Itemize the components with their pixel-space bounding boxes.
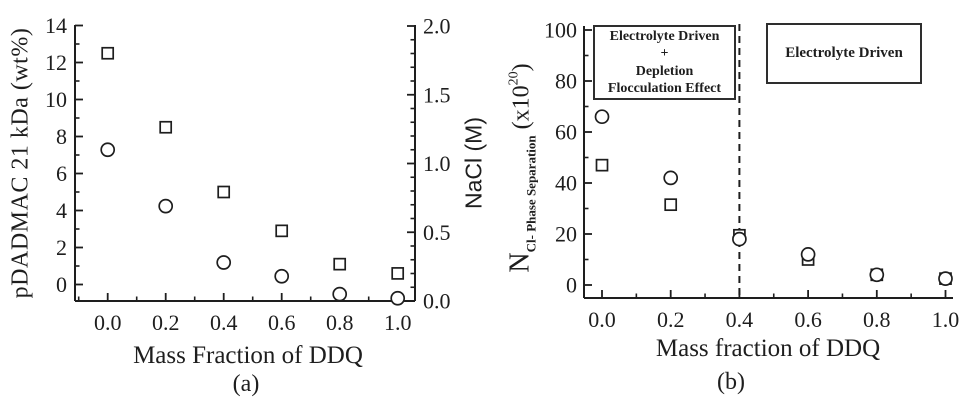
plot-b-circle-marker (869, 267, 885, 283)
plot-a-x-tick-label: 0.4 (210, 310, 238, 335)
plot-a-left-tick-label: 14 (45, 13, 67, 38)
plot-a-circle-marker (390, 290, 406, 306)
plot-a-circle-marker (332, 286, 348, 302)
plot-b-circle-marker (938, 271, 953, 286)
plot-b-x-tick-label: 0.6 (794, 307, 822, 332)
plot-b-square-marker (595, 158, 609, 172)
plot-a-square-marker (275, 224, 289, 238)
plot-a-circle-marker (100, 142, 116, 158)
plot-b-x-tick-label: 0.0 (588, 307, 616, 332)
plot-a-right-tick-label: 1.0 (423, 151, 451, 176)
plot-b-y-axis-title-exponent: 20 (506, 71, 522, 86)
plot-b-y-axis-title-base: N (504, 252, 536, 273)
plot-a-square-marker (217, 185, 231, 199)
plot-b-y-tick-label: 80 (555, 69, 577, 94)
annotation-box-electrolyte-regime: Electrolyte Driven (766, 23, 922, 84)
plot-a-x-tick-label: 0.6 (268, 310, 296, 335)
plot-a-x-tick-label: 0.2 (152, 310, 180, 335)
plot-b-circle-marker (663, 170, 679, 186)
plot-b-x-tick-label: 0.4 (726, 307, 754, 332)
plot-a-x-axis-title: Mass Fraction of DDQ (133, 342, 363, 369)
plot-a-right-tick-label: 0.5 (423, 220, 451, 245)
plot-a-right-tick-label: 0.0 (423, 289, 451, 314)
plot-a-left-tick-label: 2 (56, 235, 67, 260)
plot-b-y-tick-label: 60 (555, 120, 577, 145)
plot-a-x-tick-label: 0.8 (326, 310, 354, 335)
plot-b-x-tick-label: 0.2 (657, 307, 685, 332)
plot-b-circle-marker (732, 231, 747, 247)
plot-b-square-marker (664, 198, 678, 212)
plot-a-square-marker (333, 257, 347, 271)
panel-a-caption: (a) (232, 371, 260, 397)
plot-b-circle-marker (594, 109, 610, 125)
plot-a-circle-marker (158, 198, 174, 214)
plot-b-x-tick-label: 0.8 (863, 307, 891, 332)
plot-b-y-axis-title-scale: (x10 (508, 85, 535, 130)
plot-b-circle-marker (800, 247, 816, 262)
annotation-box-electrolyte-regime-text: Electrolyte Driven (785, 45, 903, 62)
annotation-box-depletion-regime: Electrolyte Driven + Depletion Flocculat… (593, 25, 736, 100)
plot-a-right-tick-label: 2.0 (423, 14, 451, 39)
annotation-box-depletion-regime-text: Electrolyte Driven + Depletion Flocculat… (607, 29, 722, 96)
plot-a-x-tick-label: 1.0 (384, 310, 412, 335)
plot-b-y-tick-label: 20 (555, 222, 577, 247)
plot-b-x-axis-title: Mass fraction of DDQ (655, 335, 881, 362)
plot-b-y-axis-title-scale-close: ) (508, 63, 535, 72)
plot-b-y-tick-label: 100 (544, 18, 577, 43)
panel-b-caption: (b) (717, 369, 745, 395)
plot-b-y-axis-title: NCl- Phase Separation (x1020) (505, 63, 540, 272)
plot-b-y-tick-label: 40 (555, 171, 577, 196)
plot-a-square-marker (101, 46, 115, 60)
plot-a-circle-marker (274, 268, 290, 284)
plot-a-left-tick-label: 6 (56, 161, 67, 186)
plot-a-right-tick-label: 1.5 (423, 82, 451, 107)
plot-a-square-marker (159, 120, 173, 134)
plot-a-left-tick-label: 0 (56, 272, 67, 297)
plot-a-left-tick-label: 10 (45, 87, 67, 112)
plot-a-left-tick-label: 4 (56, 198, 67, 223)
plot-a-left-tick-label: 8 (56, 124, 67, 149)
plot-a-circle-marker (216, 255, 232, 270)
plot-b-y-axis-title-subscript: Cl- Phase Separation (523, 135, 539, 253)
plot-a-square-marker (391, 267, 405, 280)
plot-a-left-tick-label: 12 (45, 50, 67, 75)
plot-a-left-axis-title: pDADMAC 21 kDa (wt%) (7, 27, 34, 299)
plot-b-x-tick-label: 1.0 (932, 307, 960, 332)
plot-a-right-axis-title: NaCl (M) (460, 117, 487, 209)
plot-a-x-tick-label: 0.0 (94, 310, 122, 335)
plot-b-y-tick-label: 0 (566, 273, 577, 298)
